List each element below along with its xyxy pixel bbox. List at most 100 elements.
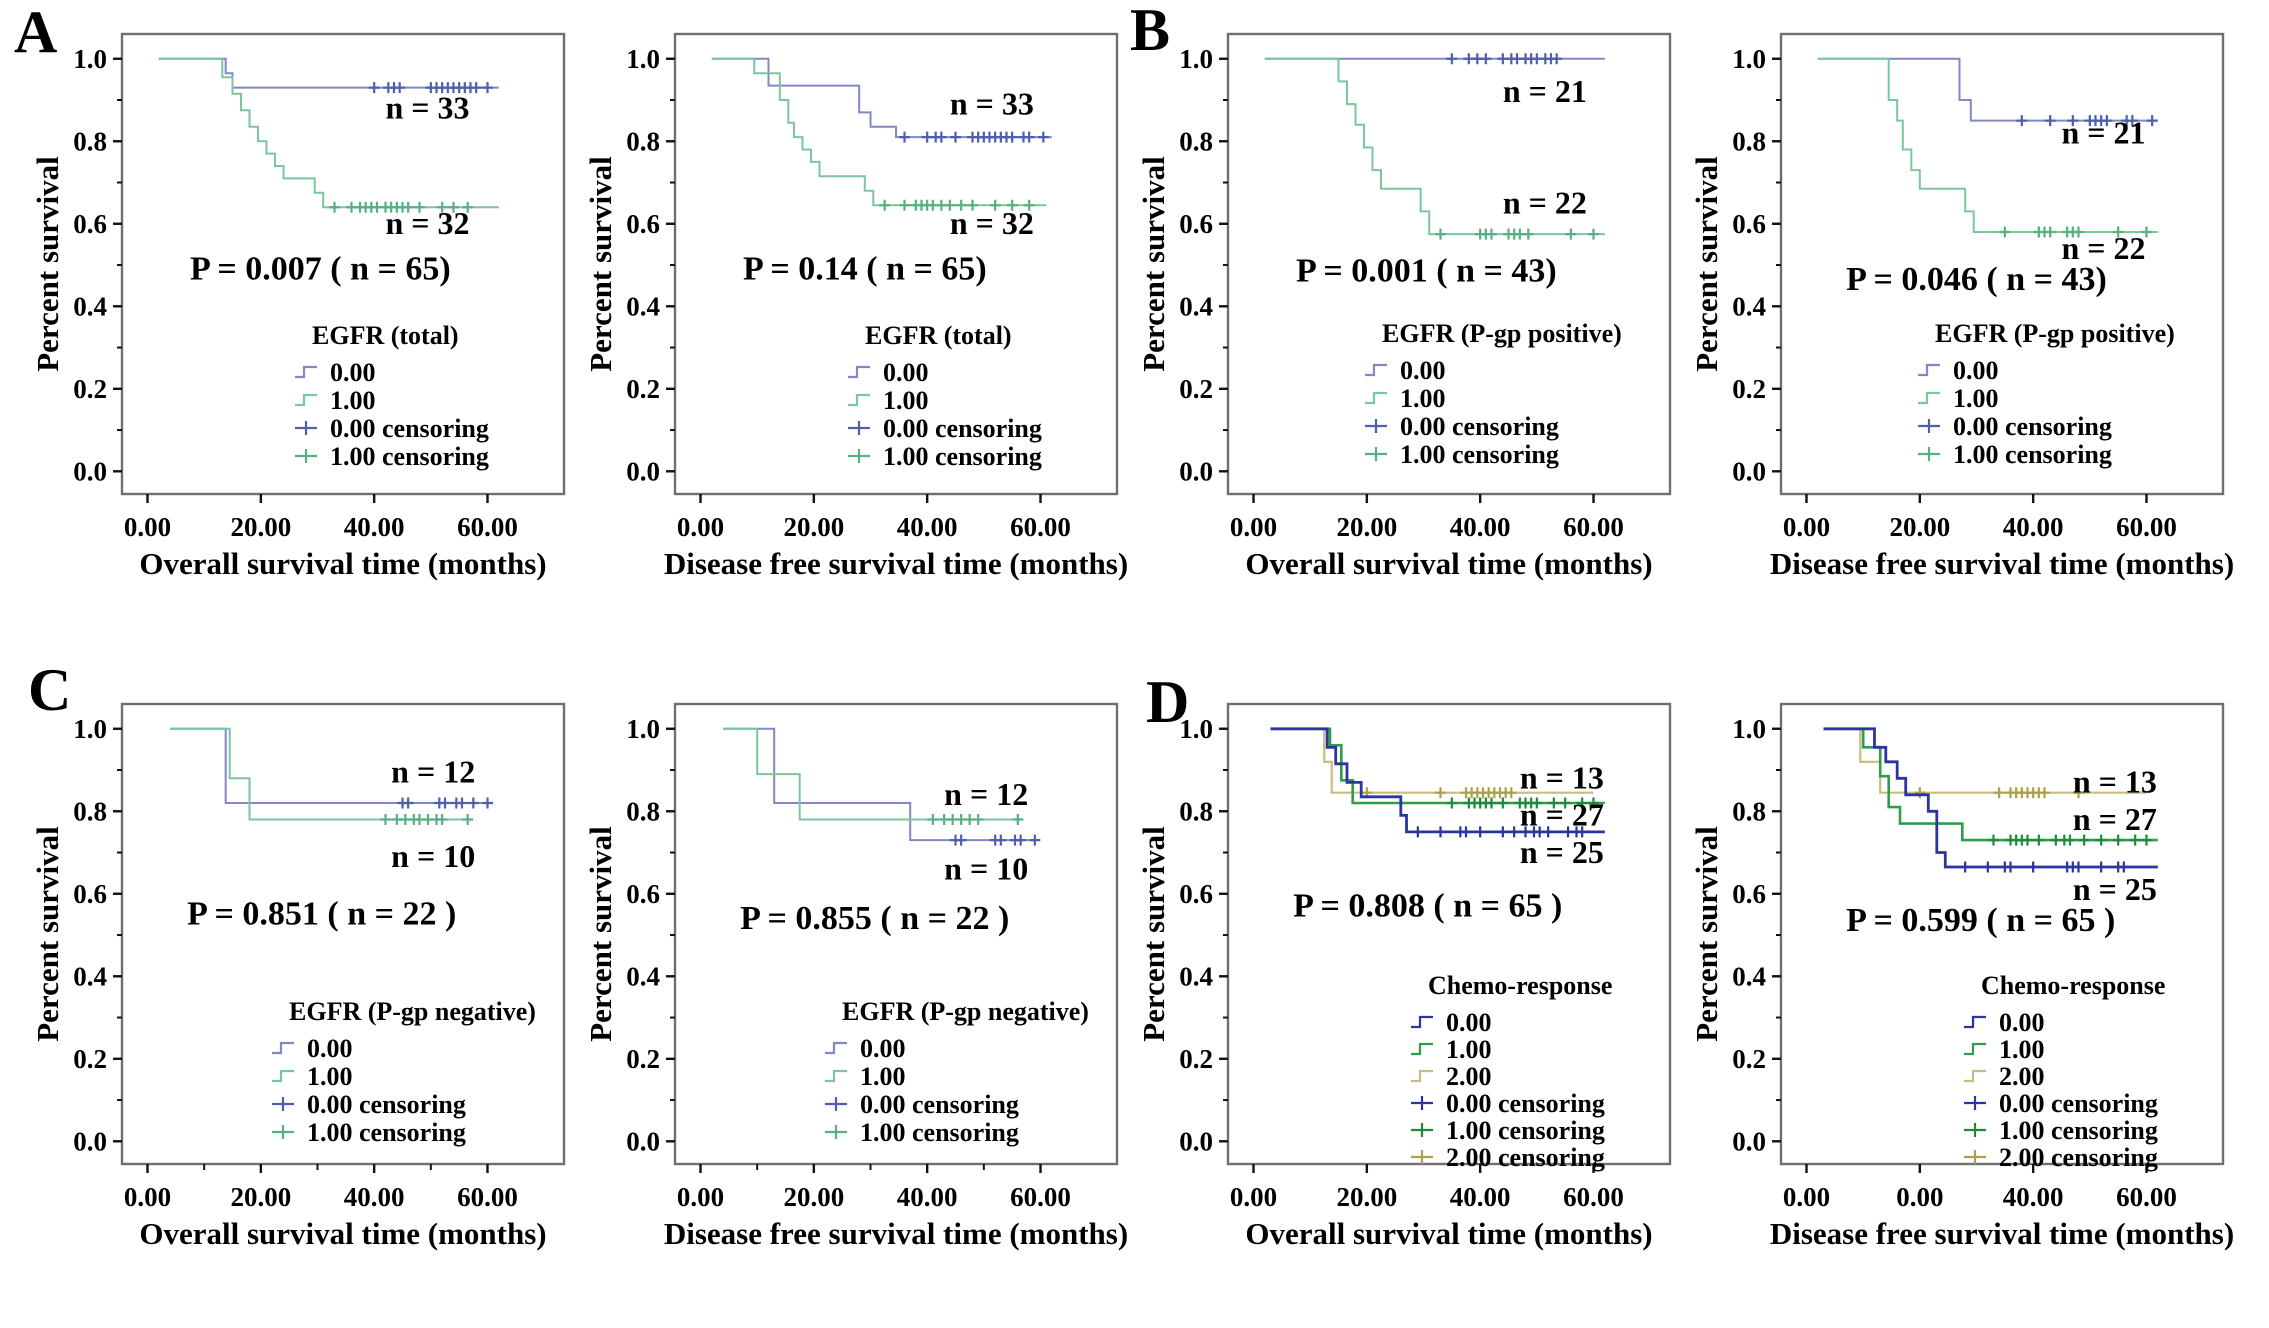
censor-mark [1497,797,1509,809]
y-axis-title: Percent survival [1136,156,1171,372]
censor-mark [1999,226,2011,238]
legend-item-label: 0.00 censoring [1999,1089,2158,1118]
x-tick-label: 0.00 [1783,512,1830,542]
censor-mark [448,201,459,213]
legend-item-label: 2.00 censoring [1446,1143,1605,1172]
legend-item-label: 2.00 censoring [1999,1143,2158,1172]
x-axis-title: Overall survival time (months) [139,1216,546,1251]
series-1.00 [170,727,474,826]
x-tick-label: 20.00 [783,512,844,542]
legend-item-label: 1.00 censoring [883,442,1042,471]
p-value-label: P = 0.001 ( n = 43) [1296,253,1557,290]
legend-item-label: 1.00 censoring [330,442,489,471]
censor-mark [2016,115,2028,127]
censor-mark [1551,53,1563,65]
legend-censor-icon [1964,1096,1986,1110]
censor-mark [955,199,967,211]
y-axis: 0.0 0.2 0.4 0.6 0.8 1.0 [626,44,675,486]
y-tick-label: 1.0 [1732,44,1766,74]
y-tick-label: 1.0 [73,44,107,74]
series-line [1823,727,2158,842]
x-tick-label: 40.00 [2003,512,2064,542]
censor-mark [467,797,479,809]
p-value-label: P = 0.007 ( n = 65) [190,250,451,287]
n-label: n = 33 [386,90,470,126]
x-tick-label: 0.00 [1230,512,1277,542]
legend-censor-icon [825,1125,847,1139]
censor-mark [1522,228,1534,240]
censor-mark [2073,861,2084,873]
censor-mark [2095,834,2107,846]
y-tick-label: 1.0 [626,44,660,74]
censor-mark [1023,199,1035,211]
legend-item-label: 2.00 [1999,1062,2045,1091]
x-axis-title: Overall survival time (months) [1245,1216,1652,1251]
series-line [1823,727,2158,869]
censor-mark [1993,787,2005,799]
y-tick-label: 0.4 [73,961,107,991]
censor-mark [2044,115,2056,127]
censor-mark [2064,834,2076,846]
x-tick-label: 60.00 [1010,1182,1071,1212]
series-line [723,727,1018,821]
legend-step-icon [1411,1042,1433,1056]
annotations: n = 21 n = 22P = 0.046 ( n = 43) [1846,114,2145,297]
x-tick-label: 60.00 [2116,512,2177,542]
censor-mark [2118,861,2130,873]
series-1.00 [711,57,1047,211]
series-line [1817,57,2158,233]
legend-item-label: 1.00 censoring [1400,440,1559,469]
y-tick-label: 0.6 [1179,209,1213,239]
legend-item-label: 0.00 [1400,356,1446,385]
censor-mark [1588,228,1599,240]
y-axis: 0.0 0.2 0.4 0.6 0.8 1.0 [626,714,675,1156]
x-tick-label: 60.00 [2116,1182,2177,1212]
y-tick-label: 0.4 [626,961,660,991]
annotations: n = 21 n = 22 P = 0.001 ( n = 43) [1296,73,1587,289]
y-tick-label: 0.6 [1732,879,1766,909]
legend-censor-icon [1918,419,1940,433]
censor-mark [2095,861,2107,873]
y-tick-label: 0.2 [1179,1044,1213,1074]
censor-mark [967,199,978,211]
censor-mark [1982,861,1994,873]
y-axis-title: Percent survival [583,156,618,372]
series-1.00 [723,727,1024,826]
p-value-label: P = 0.808 ( n = 65 ) [1293,887,1562,924]
censor-mark [899,199,910,211]
y-tick-label: 1.0 [73,714,107,744]
legend-step-icon [1365,363,1387,377]
km-chart-svg: 0.0 0.2 0.4 0.6 0.8 1.0 0.00 20.00 40.00 60.00 Ove… [30,702,566,1251]
legend-step-icon [272,1041,294,1055]
legend-censor-icon [1964,1150,1986,1164]
panel-label-b: B [1130,0,1171,63]
series-1.00 [1817,57,2158,238]
legend-censor-icon [1411,1150,1433,1164]
n-label: n = 12 [944,776,1028,812]
y-tick-label: 0.2 [73,1044,107,1074]
legend-censor-icon [1411,1123,1433,1137]
x-axis-title: Disease free survival time (months) [664,546,1128,581]
p-value-label: P = 0.046 ( n = 43) [1846,261,2107,298]
n-label: n = 22 [2062,230,2146,266]
legend-item-label: 0.00 [330,358,376,387]
series-line [711,57,1047,207]
x-tick-label: 60.00 [457,512,518,542]
legend-censor-icon [295,421,317,435]
legend-step-icon [295,393,317,407]
censor-mark [2078,834,2090,846]
y-tick-label: 0.2 [1732,1044,1766,1074]
x-tick-label: 40.00 [897,512,958,542]
censor-mark [1474,826,1486,838]
censor-mark [1435,787,1446,799]
legend-step-icon [1964,1042,1986,1056]
censor-mark [2129,834,2141,846]
series-1.00 [1823,727,2158,846]
x-tick-label: 0.00 [1896,1182,1943,1212]
censor-mark [2101,115,2113,127]
y-tick-label: 0.6 [73,209,107,239]
x-axis-title: Overall survival time (months) [1245,546,1652,581]
censor-mark [482,797,493,809]
p-value-label: P = 0.855 ( n = 22 ) [740,900,1009,937]
